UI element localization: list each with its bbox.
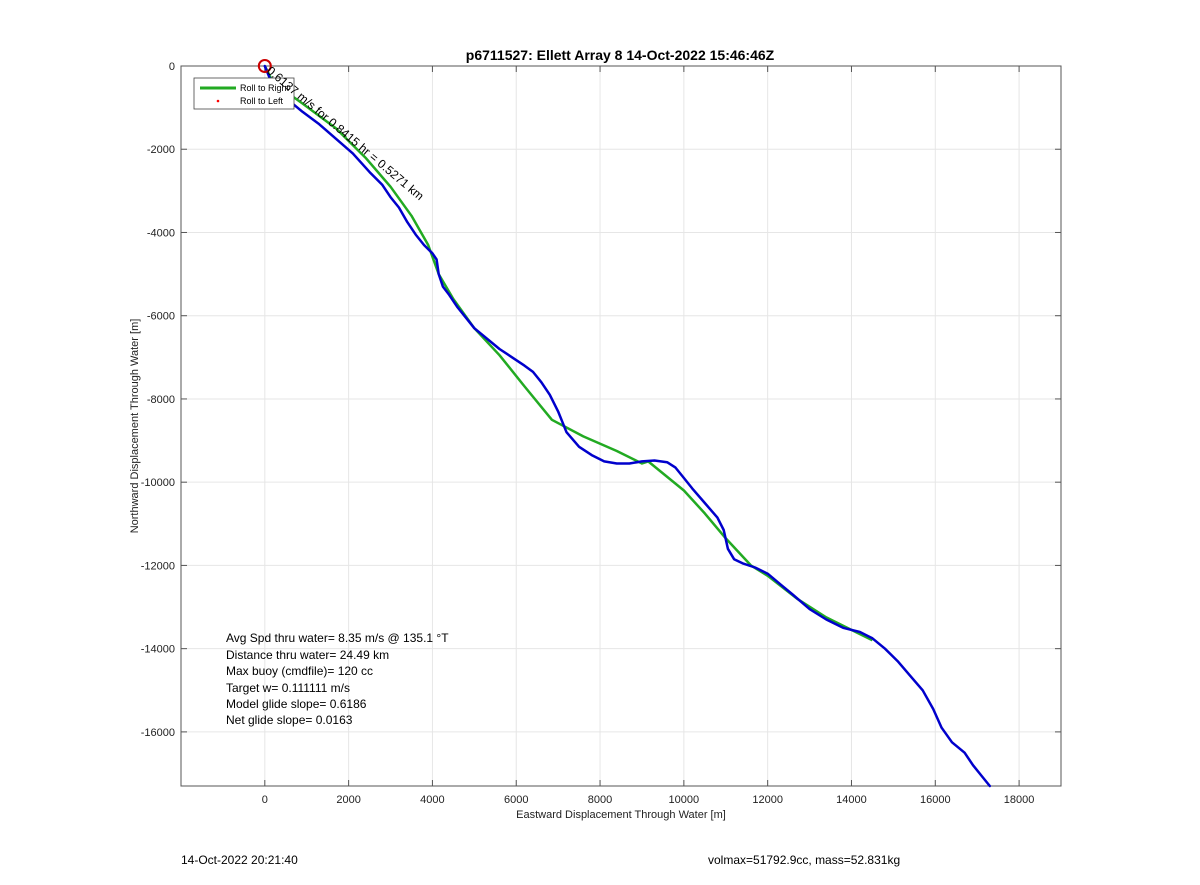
- stats-max-buoy: Max buoy (cmdfile)= 120 cc: [226, 664, 373, 678]
- x-tick-label: 16000: [920, 794, 951, 806]
- x-tick-label: 6000: [504, 794, 528, 806]
- x-axis-label: Eastward Displacement Through Water [m]: [516, 809, 726, 821]
- x-tick-label: 14000: [836, 794, 867, 806]
- y-tick-label: -6000: [147, 311, 175, 323]
- y-tick-label: 0: [169, 61, 175, 73]
- y-tick-label: -8000: [147, 394, 175, 406]
- y-tick-label: -2000: [147, 144, 175, 156]
- plot-frame: [180, 65, 1062, 787]
- x-tick-label: 10000: [669, 794, 700, 806]
- chart-title: p6711527: Ellett Array 8 14-Oct-2022 15:…: [466, 47, 775, 63]
- footer-timestamp: 14-Oct-2022 20:21:40: [181, 853, 298, 867]
- legend-label-roll-right: Roll to Right: [240, 83, 290, 93]
- glider-track-line: [263, 64, 992, 788]
- y-tick-label: -14000: [141, 644, 175, 656]
- legend-swatch-roll-left: [216, 99, 220, 103]
- stats-block: Avg Spd thru water= 8.35 m/s @ 135.1 °T …: [226, 631, 449, 727]
- stats-avg-speed: Avg Spd thru water= 8.35 m/s @ 135.1 °T: [226, 631, 449, 645]
- axis-ticks: 0 2000 4000 6000 8000 10000 12000 14000 16000 180…: [141, 61, 1061, 806]
- x-tick-label: 2000: [336, 794, 360, 806]
- stats-distance: Distance thru water= 24.49 km: [226, 648, 389, 662]
- y-tick-label: -16000: [141, 727, 175, 739]
- start-marker: [257, 59, 272, 73]
- stats-target-w: Target w= 0.111111 m/s: [226, 681, 350, 695]
- x-tick-label: 0: [262, 794, 268, 806]
- y-axis-label: Northward Displacement Through Water [m]: [129, 319, 141, 534]
- x-tick-label: 4000: [420, 794, 444, 806]
- plot-series: [257, 59, 992, 788]
- legend-label-roll-left: Roll to Left: [240, 96, 284, 106]
- legend: Roll to Right Roll to Left: [193, 77, 295, 110]
- stats-model-glide: Model glide slope= 0.6186: [226, 697, 367, 711]
- y-tick-label: -4000: [147, 227, 175, 239]
- x-tick-label: 8000: [588, 794, 612, 806]
- model-track-line: [263, 65, 873, 642]
- x-tick-label: 18000: [1004, 794, 1035, 806]
- footer-mass-info: volmax=51792.9cc, mass=52.831kg: [708, 853, 901, 867]
- grid-lines: [181, 65, 1061, 786]
- y-tick-label: -12000: [141, 560, 175, 572]
- x-tick-label: 12000: [752, 794, 783, 806]
- stats-net-glide: Net glide slope= 0.0163: [226, 713, 353, 727]
- y-tick-label: -10000: [141, 477, 175, 489]
- legend-box: [193, 77, 295, 110]
- along-track-annotation: 0.6137 m/s for 0.8415 hr = 0.5271 km: [264, 64, 427, 204]
